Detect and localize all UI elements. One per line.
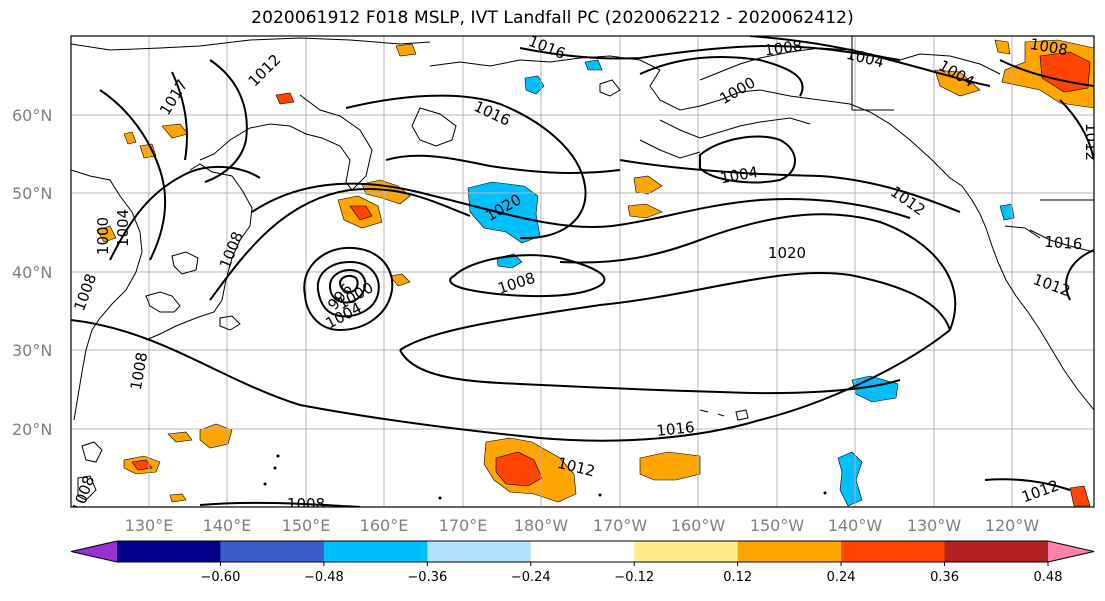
colorbar: −0.60 −0.48 −0.36 −0.24 −0.12 0.12 0.24 0.36 0.4… bbox=[70, 540, 1095, 585]
colorbar-segment bbox=[323, 541, 428, 562]
mslp-contours bbox=[71, 36, 1094, 507]
contour-label: 1004 bbox=[719, 163, 760, 187]
coastlines bbox=[71, 36, 1094, 501]
contour-label: 1004 bbox=[845, 45, 886, 72]
colorbar-outline bbox=[70, 540, 1095, 563]
contour-label: 1016 bbox=[656, 418, 696, 440]
lon-label: 170°W bbox=[593, 516, 648, 535]
colorbar-segment bbox=[117, 541, 221, 562]
contour-label: 1016 bbox=[1044, 233, 1083, 254]
lon-label: 150°W bbox=[750, 516, 805, 535]
map-area: 1017 1012 1016 1008 1004 1004 1008 1000 … bbox=[68, 35, 1100, 515]
lat-label: 60°N bbox=[12, 106, 52, 125]
contour-label: 1012 bbox=[245, 51, 285, 91]
colorbar-segment bbox=[530, 541, 635, 562]
lon-label: 140°E bbox=[203, 516, 252, 535]
lon-label: 130°E bbox=[125, 516, 174, 535]
colorbar-segment bbox=[427, 541, 532, 562]
lat-label: 30°N bbox=[12, 341, 52, 360]
lon-label: 140°W bbox=[828, 516, 883, 535]
lon-label: 160°W bbox=[671, 516, 726, 535]
contour-label: 1020 bbox=[768, 244, 806, 262]
map-title: 2020061912 F018 MSLP, IVT Landfall PC (2… bbox=[251, 8, 854, 28]
contour-label: 1008 bbox=[68, 473, 98, 515]
contour-label: 1008 bbox=[216, 229, 247, 271]
colorbar-segment bbox=[737, 541, 842, 562]
latitude-labels: 60°N 50°N 40°N 30°N 20°N bbox=[12, 106, 52, 439]
contour-label: 1017 bbox=[156, 76, 192, 118]
contour-label: 1012 bbox=[1031, 270, 1073, 300]
contour-label: 1012 bbox=[1082, 123, 1100, 161]
colorbar-tick-label: −0.36 bbox=[407, 570, 447, 585]
contour-label: 1004 bbox=[114, 209, 132, 247]
lon-label: 160°E bbox=[360, 516, 409, 535]
colorbar-tick-label: 0.24 bbox=[827, 570, 856, 585]
contour-label: 1008 bbox=[127, 351, 151, 392]
colorbar-tick-label: −0.48 bbox=[304, 570, 344, 585]
lat-label: 50°N bbox=[12, 184, 52, 203]
lon-label: 150°E bbox=[282, 516, 331, 535]
colorbar-extend-max bbox=[1048, 541, 1094, 562]
colorbar-tick-label: 0.12 bbox=[723, 570, 752, 585]
contour-label: 1008 bbox=[763, 36, 803, 59]
contour-label: 1008 bbox=[287, 495, 325, 513]
colorbar-segment bbox=[220, 541, 325, 562]
colorbar-segment bbox=[841, 541, 946, 562]
contour-label: 1000 bbox=[94, 217, 112, 255]
longitude-labels: 130°E 140°E 150°E 160°E 170°E 180°W 170°… bbox=[125, 516, 1040, 535]
contour-label: 1008 bbox=[1029, 35, 1070, 59]
colorbar-extend-min bbox=[71, 541, 117, 562]
ivt-shading bbox=[96, 39, 1094, 507]
colorbar-tick-label: −0.12 bbox=[614, 570, 654, 585]
lat-label: 40°N bbox=[12, 263, 52, 282]
lon-label: 180°W bbox=[514, 516, 569, 535]
islands bbox=[263, 454, 827, 500]
contour-label: 1008 bbox=[496, 269, 538, 298]
colorbar-tick-label: −0.60 bbox=[201, 570, 241, 585]
contour-label: 1008 bbox=[70, 271, 100, 313]
colorbar-tick-label: −0.24 bbox=[511, 570, 551, 585]
lon-label: 130°W bbox=[907, 516, 962, 535]
lon-label: 120°W bbox=[985, 516, 1040, 535]
colorbar-segment bbox=[944, 541, 1049, 562]
colorbar-segment bbox=[634, 541, 739, 562]
map-frame bbox=[70, 35, 1095, 508]
lat-label: 20°N bbox=[12, 420, 52, 439]
colorbar-tick-label: 0.36 bbox=[930, 570, 959, 585]
lon-label: 170°E bbox=[439, 516, 488, 535]
contour-label: 1000 bbox=[716, 73, 758, 108]
colorbar-tick-label: 0.48 bbox=[1034, 570, 1063, 585]
